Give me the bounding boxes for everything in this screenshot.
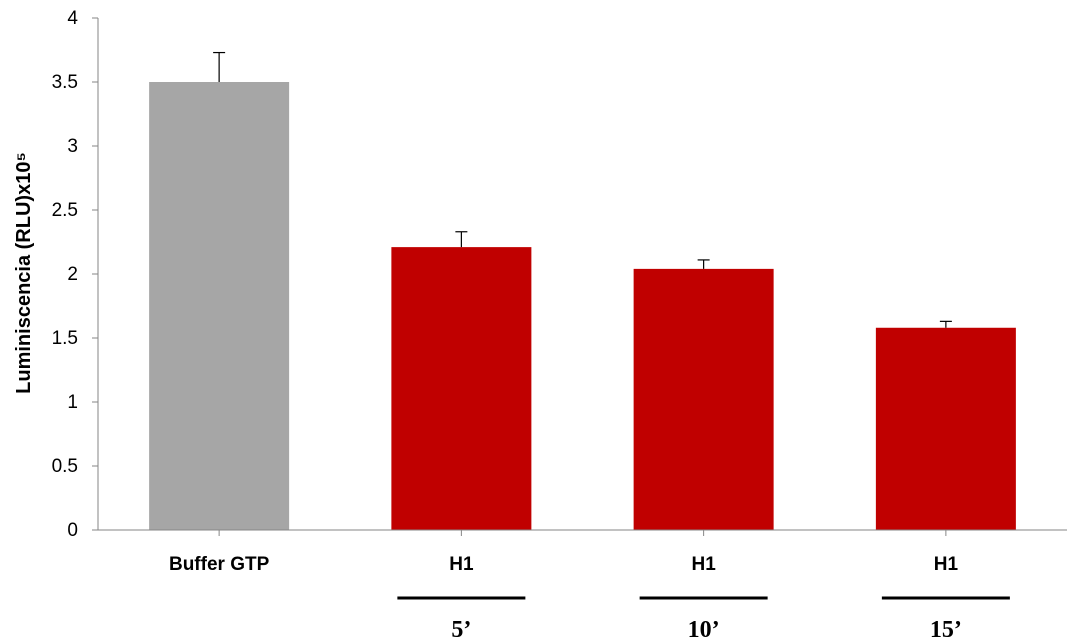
y-tick-label: 3	[67, 136, 78, 157]
bar	[391, 247, 532, 530]
y-tick-label: 2.5	[52, 200, 78, 221]
y-tick-label: 3.5	[52, 72, 78, 93]
y-tick-label: 2	[67, 264, 78, 285]
bar	[149, 82, 290, 530]
y-tick-label: 1	[67, 392, 78, 413]
y-axis: 0 0.5 1 1.5 2 2.5 3 3.5 4	[52, 8, 99, 541]
y-axis-title: Luminiscencia (RLU)x10⁵	[13, 152, 35, 394]
x-axis: Buffer GTP H1 H1 H1	[98, 529, 1067, 575]
y-tick-label: 1.5	[52, 328, 78, 349]
time-label: 5’	[451, 617, 471, 643]
error-bars	[213, 51, 952, 328]
y-tick-label: 4	[67, 8, 78, 29]
category-label: H1	[934, 554, 959, 575]
time-markers: 5’ 10’ 15’	[397, 596, 1010, 643]
category-label: H1	[691, 554, 716, 575]
time-label: 15’	[930, 617, 962, 643]
y-tick-label: 0	[67, 520, 78, 541]
bars	[149, 82, 1016, 530]
time-label: 10’	[688, 617, 720, 643]
bar	[875, 327, 1016, 530]
category-label: Buffer GTP	[169, 554, 270, 575]
y-tick-label: 0.5	[52, 456, 78, 477]
category-label: H1	[449, 554, 474, 575]
bar	[633, 268, 774, 530]
